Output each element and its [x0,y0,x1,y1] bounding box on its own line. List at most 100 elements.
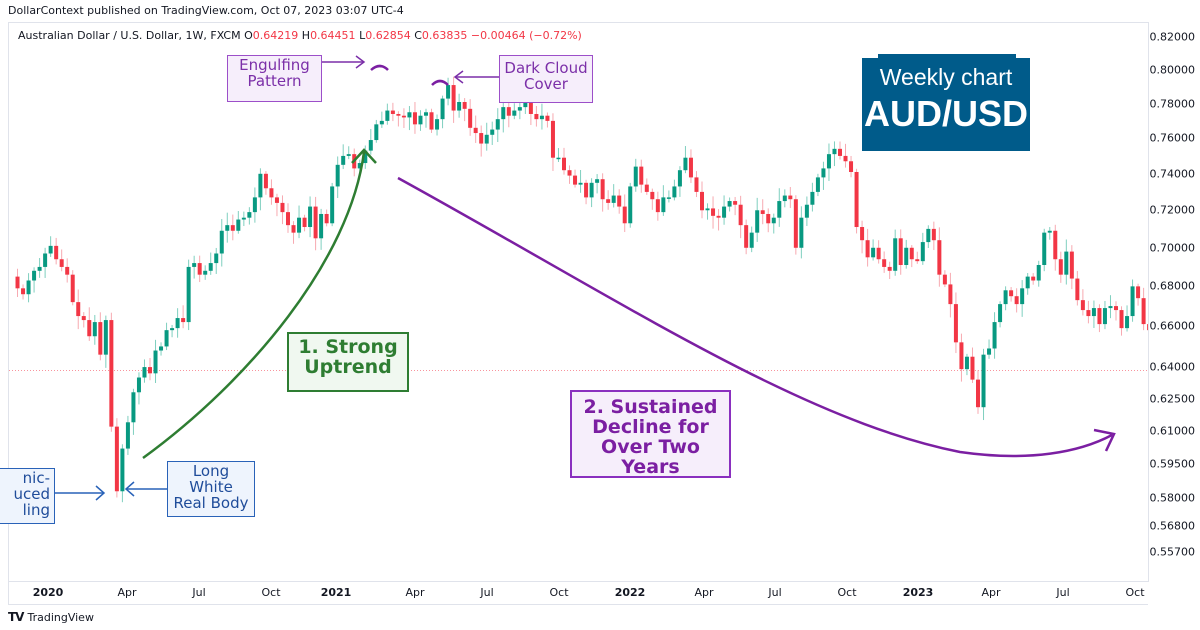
candle [628,182,633,228]
candle [335,156,340,199]
candle [435,114,440,136]
candle [1097,304,1102,333]
open-label: O [244,29,253,42]
candle [48,236,53,257]
candle [236,211,241,234]
price-tick: 0.59500 [1149,457,1196,471]
candle [175,308,180,338]
publisher-line: DollarContext published on TradingView.c… [8,4,404,17]
candle [164,322,169,351]
time-tick: Apr [694,586,714,599]
candle [876,240,881,264]
candle [655,191,660,221]
candle [15,268,20,297]
price-axis[interactable]: 0.82000 0.80000 0.78000 0.76000 0.74000 0.720… [1148,22,1200,582]
candle [976,370,980,414]
candle [550,113,555,171]
candle [26,273,31,303]
candle [1003,286,1008,311]
long-white-line3: Real Body [173,493,249,512]
candle [330,182,335,227]
candle [1020,280,1025,317]
candle [1064,239,1069,285]
candle [843,143,848,168]
candle [815,173,820,197]
candle [1091,300,1096,328]
candle [313,196,318,251]
candle [37,258,42,278]
candle [401,108,406,129]
candle [705,203,710,220]
candle [484,122,489,151]
candle [247,207,252,225]
candle [407,106,412,131]
candle [412,102,417,134]
candle [600,173,605,212]
candle [148,358,152,381]
candle [567,165,572,184]
candle [324,209,329,227]
candle [882,251,887,273]
candle [1014,288,1019,313]
price-tick: 0.80000 [1149,63,1196,77]
engulfing-line2: Pattern [247,71,302,90]
candle [131,388,136,435]
candle [368,129,373,155]
candle [622,194,627,233]
sustained-decline-label: 2. Sustained Decline for Over Two Years [570,390,731,478]
candle [98,312,103,361]
engulfing-pattern-label: Engulfing Pattern [227,55,322,102]
time-tick: 2023 [902,586,934,599]
candle [948,272,953,318]
candle [302,214,307,232]
candle [534,105,539,127]
candle [473,115,478,143]
candle [893,229,898,276]
chart-pane[interactable] [8,22,1148,605]
candle [760,199,765,225]
candle [1147,324,1148,331]
time-axis[interactable]: 2020 Apr Jul Oct 2021 Apr Jul Oct 2022 Apr Jul Oct 2… [8,581,1148,606]
time-tick: 2022 [614,586,646,599]
change-value: −0.00464 (−0.72%) [470,29,582,42]
candle [512,103,517,120]
candle [1102,300,1107,330]
candle [186,259,191,331]
candle [987,339,992,359]
candle [799,206,804,259]
candle [103,315,108,368]
candle [793,195,798,255]
candle [672,179,677,201]
candle [992,312,997,359]
candle [495,108,500,143]
price-tick: 0.68000 [1149,279,1196,293]
candle [556,148,561,163]
open-value: 0.64219 [252,29,299,42]
candle [865,228,870,267]
candle [374,119,379,143]
candle [65,258,70,283]
candle [352,148,357,177]
dark-cloud-line2: Cover [524,74,568,93]
candle [821,161,826,190]
badge-subtitle: Weekly chart [879,64,1013,90]
low-value: 0.62854 [365,29,411,42]
candle [1058,251,1063,283]
candle [357,159,362,175]
candle [1047,227,1052,240]
price-tick: 0.76000 [1149,131,1196,145]
candle [677,166,682,197]
candle [341,144,346,170]
candle [711,196,716,229]
footer[interactable]: TV TradingView [8,610,94,624]
candle [926,225,931,249]
price-tick: 0.58000 [1149,491,1196,505]
candle [291,221,296,244]
candle [688,149,693,184]
candle [1108,295,1113,319]
candle [959,333,964,382]
candle [694,171,699,198]
candle [1086,300,1091,324]
panic-induced-selling-label: nic- uced ling [0,468,55,524]
candle [252,187,257,223]
